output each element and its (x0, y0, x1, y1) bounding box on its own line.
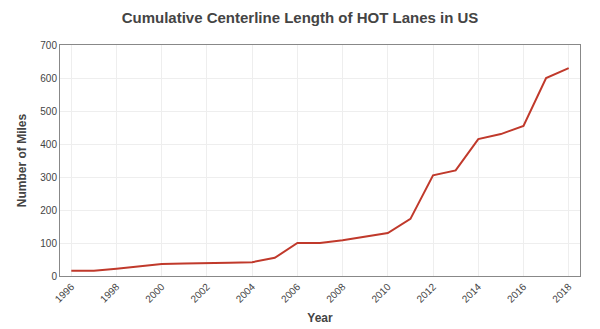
svg-text:Year: Year (307, 311, 333, 325)
svg-text:1996: 1996 (53, 281, 77, 305)
svg-text:200: 200 (40, 205, 57, 216)
svg-text:400: 400 (40, 139, 57, 150)
svg-text:2006: 2006 (279, 281, 303, 305)
svg-text:2002: 2002 (188, 281, 212, 305)
svg-text:2018: 2018 (550, 281, 574, 305)
svg-text:2000: 2000 (143, 281, 167, 305)
svg-text:2010: 2010 (369, 281, 393, 305)
svg-text:2012: 2012 (414, 281, 438, 305)
svg-text:700: 700 (40, 40, 57, 51)
svg-text:2004: 2004 (234, 281, 258, 305)
svg-text:2008: 2008 (324, 281, 348, 305)
svg-text:300: 300 (40, 172, 57, 183)
svg-text:Cumulative Centerline Length o: Cumulative Centerline Length of HOT Lane… (122, 9, 479, 26)
svg-text:0: 0 (51, 271, 57, 282)
svg-text:1998: 1998 (98, 281, 122, 305)
svg-text:600: 600 (40, 73, 57, 84)
svg-text:2016: 2016 (505, 281, 529, 305)
svg-text:2014: 2014 (460, 281, 484, 305)
svg-text:Number of Miles: Number of Miles (15, 114, 29, 208)
svg-text:500: 500 (40, 106, 57, 117)
svg-text:100: 100 (40, 238, 57, 249)
